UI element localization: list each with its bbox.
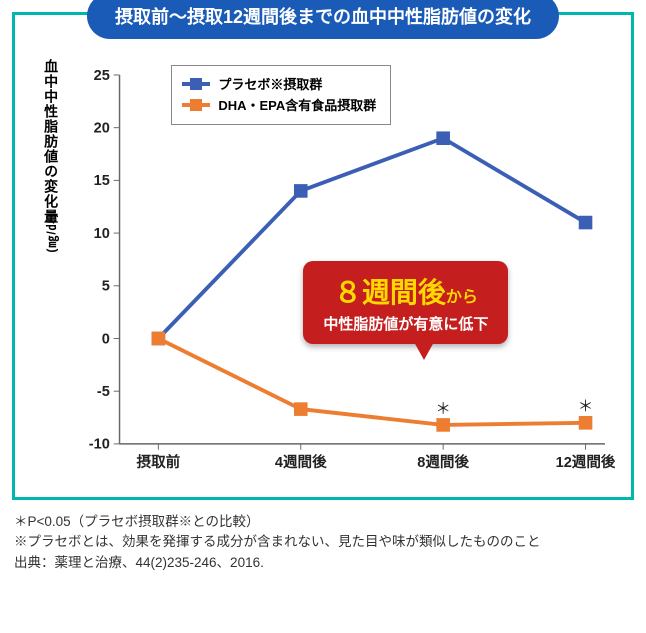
svg-text:5: 5 xyxy=(102,279,110,295)
svg-text:4週間後: 4週間後 xyxy=(275,453,327,471)
y-axis-unit: (㎎/㎗) xyxy=(43,212,60,252)
y-axis-label: 血中中性脂肪値の変化量 (㎎/㎗) xyxy=(31,59,71,489)
legend: プラセボ※摂取群 DHA・EPA含有食品摂取群 xyxy=(171,65,391,125)
footnote-3: 出典：薬理と治療、44(2)235-246、2016. xyxy=(14,553,632,573)
chart-title: 摂取前～摂取12週間後までの血中中性脂肪値の変化 xyxy=(87,0,559,39)
y-axis-label-text: 血中中性脂肪値の変化量 xyxy=(41,59,61,224)
legend-swatch-dhaepa xyxy=(182,103,210,107)
callout-line2: 中性脂肪値が有意に低下 xyxy=(323,313,488,334)
legend-item-placebo: プラセボ※摂取群 xyxy=(182,74,376,93)
legend-item-dhaepa: DHA・EPA含有食品摂取群 xyxy=(182,95,376,114)
svg-text:12週間後: 12週間後 xyxy=(556,453,615,471)
svg-text:20: 20 xyxy=(94,121,110,137)
svg-text:25: 25 xyxy=(94,68,110,84)
footnote-2: ※プラセボとは、効果を発揮する成分が含まれない、見た目や味が類似したもののこと xyxy=(14,532,632,552)
callout-box: ８週間後から 中性脂肪値が有意に低下 xyxy=(303,261,508,344)
svg-text:＊: ＊ xyxy=(436,400,452,417)
chart-container: 血中中性脂肪値の変化量 (㎎/㎗) -10 -5 0 5 10 15 20 25 摂取前 4週間後… xyxy=(31,59,615,489)
callout-tail xyxy=(414,342,434,360)
svg-text:-10: -10 xyxy=(89,437,110,453)
svg-text:＊: ＊ xyxy=(578,398,594,415)
svg-text:15: 15 xyxy=(94,173,110,189)
svg-text:-5: -5 xyxy=(97,384,110,400)
legend-label-dhaepa: DHA・EPA含有食品摂取群 xyxy=(218,95,376,114)
callout-line1: ８週間後から xyxy=(323,271,488,311)
svg-text:0: 0 xyxy=(102,331,110,347)
svg-text:8週間後: 8週間後 xyxy=(418,453,470,471)
chart-frame: 摂取前～摂取12週間後までの血中中性脂肪値の変化 血中中性脂肪値の変化量 (㎎/… xyxy=(12,12,634,500)
legend-swatch-placebo xyxy=(182,82,210,86)
svg-text:10: 10 xyxy=(94,226,110,242)
plot-area: -10 -5 0 5 10 15 20 25 摂取前 4週間後 8週間後 12週間後 ＊ ＊ プラセボ※摂… xyxy=(71,59,615,489)
footnotes: ＊P<0.05（プラセボ摂取群※との比較） ※プラセボとは、効果を発揮する成分が… xyxy=(14,512,632,573)
svg-text:摂取前: 摂取前 xyxy=(137,453,181,471)
footnote-1: ＊P<0.05（プラセボ摂取群※との比較） xyxy=(14,512,632,532)
legend-label-placebo: プラセボ※摂取群 xyxy=(218,74,322,93)
callout-big-text: ８週間後 xyxy=(334,277,446,308)
callout-small-text: から xyxy=(446,289,478,306)
